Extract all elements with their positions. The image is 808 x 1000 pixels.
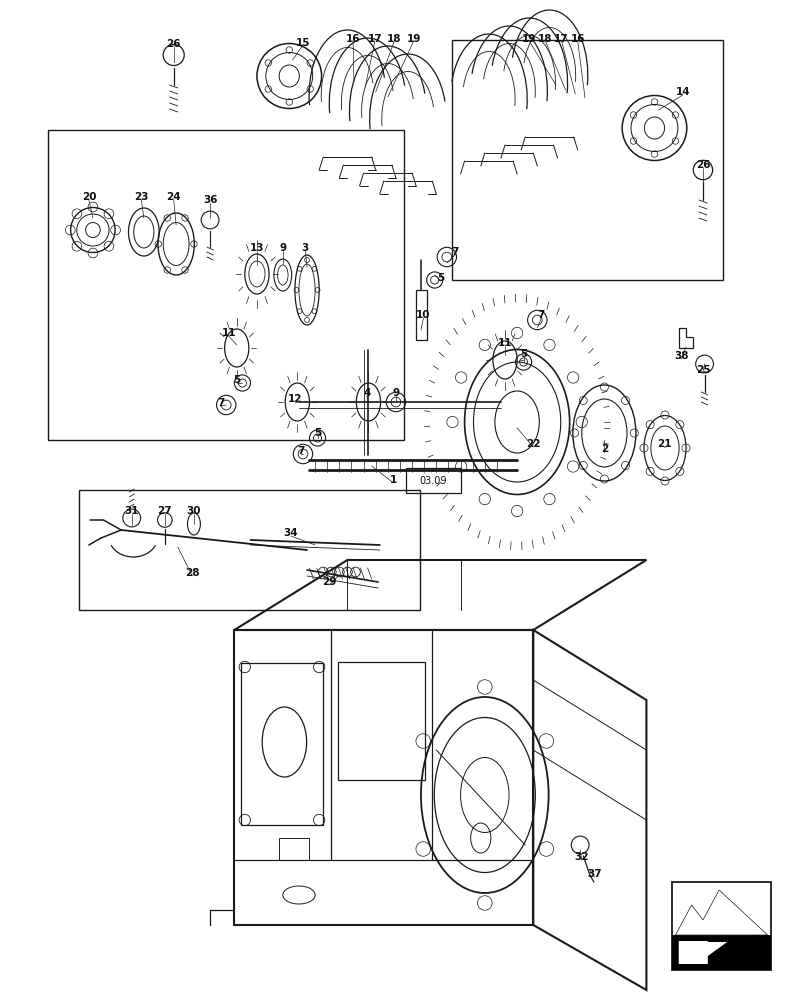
Text: 7: 7 [537, 310, 545, 320]
Text: 38: 38 [674, 351, 688, 361]
Text: 11: 11 [221, 328, 236, 338]
Text: 24: 24 [166, 192, 181, 202]
Text: 30: 30 [187, 506, 201, 516]
Text: 14: 14 [675, 87, 690, 97]
Text: 5: 5 [437, 273, 444, 283]
Text: 16: 16 [346, 34, 360, 44]
Text: 31: 31 [124, 506, 139, 516]
Text: 10: 10 [416, 310, 431, 320]
Polygon shape [679, 941, 727, 964]
Text: 3: 3 [302, 243, 309, 253]
Text: 36: 36 [203, 195, 217, 205]
Text: 23: 23 [134, 192, 149, 202]
Text: 03.09: 03.09 [419, 476, 447, 486]
Text: 25: 25 [696, 365, 710, 375]
Text: 5: 5 [234, 375, 240, 385]
Text: 18: 18 [538, 34, 553, 44]
Text: 26: 26 [696, 160, 710, 170]
Bar [279, 838, 309, 860]
Text: 1: 1 [390, 475, 397, 485]
Text: 22: 22 [526, 439, 541, 449]
Text: 17: 17 [554, 34, 569, 44]
Text: 20: 20 [82, 192, 96, 202]
Text: 19: 19 [522, 34, 537, 44]
Polygon shape [672, 935, 771, 970]
Text: 7: 7 [297, 446, 305, 456]
Text: 7: 7 [217, 398, 225, 408]
Text: 19: 19 [406, 34, 421, 44]
Bar [241, 663, 323, 825]
Text: 34: 34 [284, 528, 298, 538]
Text: 13: 13 [250, 243, 264, 253]
Bar [338, 662, 425, 780]
Text: 9: 9 [393, 388, 399, 398]
Bar [672, 882, 771, 970]
Text: 26: 26 [166, 39, 181, 49]
Text: 9: 9 [280, 243, 286, 253]
Text: 18: 18 [387, 34, 402, 44]
Text: 17: 17 [368, 34, 382, 44]
Text: 37: 37 [587, 869, 602, 879]
Text: 5: 5 [520, 349, 527, 359]
Text: 15: 15 [296, 38, 310, 48]
Text: 32: 32 [574, 852, 589, 862]
Text: 27: 27 [158, 506, 172, 516]
Text: 11: 11 [498, 338, 512, 348]
Text: 4: 4 [363, 388, 371, 398]
Text: 7: 7 [451, 247, 459, 257]
Text: 21: 21 [657, 439, 671, 449]
Text: 16: 16 [570, 34, 585, 44]
Text: 2: 2 [601, 444, 608, 454]
Text: 5: 5 [314, 428, 321, 438]
Bar [406, 468, 461, 493]
Text: 28: 28 [185, 568, 200, 578]
Text: 12: 12 [288, 394, 302, 404]
Text: 29: 29 [322, 577, 337, 587]
Bar [416, 290, 427, 340]
